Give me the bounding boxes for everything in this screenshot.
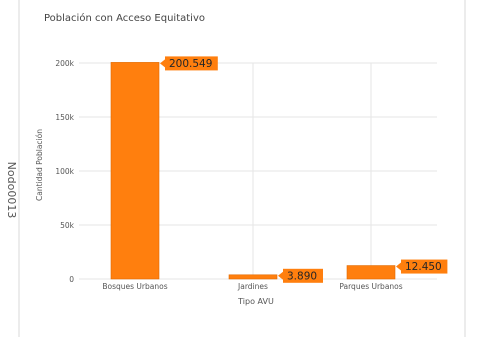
y-axis-ticks: 0 50k 100k 150k 200k bbox=[55, 59, 74, 284]
bars bbox=[110, 62, 396, 280]
data-label-text: 3.890 bbox=[287, 270, 317, 282]
y-axis-title: Cantidad Población bbox=[35, 129, 44, 201]
y-tick-label: 50k bbox=[60, 221, 75, 230]
bar-parques-urbanos bbox=[346, 265, 396, 280]
data-label: 200.549 bbox=[160, 56, 218, 71]
x-axis-ticks: Bosques Urbanos Jardines Parques Urbanos bbox=[102, 282, 402, 291]
data-label-box bbox=[283, 268, 323, 283]
y-tick-label: 150k bbox=[55, 113, 74, 122]
data-label-box bbox=[401, 259, 448, 274]
data-label-text: 200.549 bbox=[169, 58, 212, 70]
data-label-text: 12.450 bbox=[405, 261, 442, 273]
data-label-pointer bbox=[396, 262, 401, 271]
x-tick-label: Bosques Urbanos bbox=[102, 282, 167, 291]
data-label: 3.890 bbox=[278, 268, 323, 283]
data-label-pointer bbox=[278, 271, 283, 280]
y-tick-label: 0 bbox=[69, 275, 74, 284]
chart-title: Población con Acceso Equitativo bbox=[44, 12, 205, 24]
data-labels: 200.549 3.890 12.450 bbox=[160, 56, 448, 283]
data-label-box bbox=[165, 56, 218, 71]
bar-bosques-urbanos bbox=[110, 62, 160, 280]
x-tick-label: Jardines bbox=[237, 282, 268, 291]
y-tick-label: 100k bbox=[55, 167, 74, 176]
y-tick-label: 200k bbox=[55, 59, 74, 68]
x-tick-label: Parques Urbanos bbox=[339, 282, 402, 291]
side-label: Nodo0013 bbox=[5, 162, 18, 219]
x-axis-title: Tipo AVU bbox=[237, 297, 274, 306]
data-label-pointer bbox=[160, 59, 165, 68]
bar-jardines bbox=[228, 274, 278, 280]
data-label: 12.450 bbox=[396, 259, 448, 274]
